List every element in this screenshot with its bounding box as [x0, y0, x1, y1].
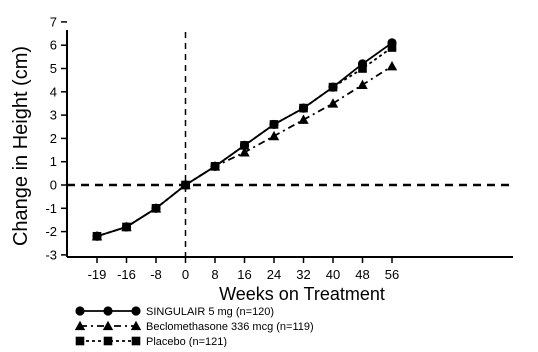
y-axis-title: Change in Height (cm)	[10, 46, 32, 246]
data-point-square	[387, 43, 397, 52]
x-tick-label: 48	[355, 267, 369, 282]
series-line	[96, 42, 393, 238]
data-point-square	[181, 180, 190, 190]
legend-marker-square	[75, 336, 85, 346]
x-tick-label: 40	[326, 267, 340, 282]
x-tick-label: -16	[117, 267, 136, 282]
data-point-triangle	[386, 60, 398, 71]
legend-label: SINGULAIR 5 mg (n=120)	[146, 306, 274, 318]
x-tick-label: 0	[182, 267, 189, 282]
data-point-triangle	[268, 130, 280, 141]
y-tick-label: 5	[50, 61, 57, 76]
data-point-triangle	[239, 147, 250, 157]
data-point-square	[122, 222, 131, 232]
x-tick-label: -8	[150, 267, 162, 282]
legend-marker-triangle	[130, 320, 142, 331]
legend-label: Placebo (n=121)	[146, 336, 227, 347]
series-circle	[92, 38, 397, 241]
data-point-square	[299, 103, 308, 113]
legend-marker-circle	[103, 306, 113, 316]
y-tick-label: -1	[45, 201, 57, 216]
legend-marker-square	[103, 336, 113, 346]
series-triangle	[91, 60, 398, 241]
data-point-square	[92, 231, 102, 241]
y-tick-label: 2	[50, 131, 57, 146]
y-tick-group: -3 -2 -1 0 1 2 3 4 5 6 7	[45, 14, 67, 262]
x-tick-label: 56	[385, 267, 399, 282]
legend-marker-square	[131, 336, 141, 346]
y-tick-label: 0	[50, 178, 57, 193]
data-point-square	[240, 141, 249, 150]
y-tick-label: 6	[50, 38, 57, 53]
legend: SINGULAIR 5 mg (n=120) Beclomethasone 336…	[74, 306, 314, 348]
data-point-triangle	[327, 98, 339, 108]
legend-marker-triangle	[74, 320, 86, 331]
x-tick-label: 32	[296, 267, 310, 282]
x-tick-label: 24	[267, 267, 281, 282]
y-tick-label: 4	[50, 84, 57, 99]
y-tick-label: 3	[50, 108, 57, 123]
data-point-square	[269, 120, 279, 129]
y-tick-label: 7	[50, 14, 57, 29]
legend-marker-triangle	[102, 320, 114, 331]
x-tick-group: -19 -16 -8 0 8 16 24 32 40 48 56	[88, 257, 399, 282]
series-square	[92, 43, 397, 241]
data-point-square	[328, 82, 338, 92]
reference-lines	[67, 32, 513, 257]
x-tick-label: 8	[211, 267, 218, 282]
y-tick-label: -3	[45, 247, 57, 262]
y-tick-label: -2	[45, 224, 57, 239]
x-tick-label: -19	[88, 267, 107, 282]
legend-label: Beclomethasone 336 mcg (n=119)	[146, 321, 314, 333]
data-point-triangle	[357, 79, 368, 89]
series-layer	[91, 38, 398, 241]
data-point-square	[358, 64, 367, 73]
legend-marker-circle	[75, 306, 85, 316]
data-point-triangle	[298, 114, 309, 124]
legend-entry: Placebo (n=121)	[75, 336, 227, 348]
legend-marker-circle	[131, 306, 141, 316]
x-axis-title: Weeks on Treatment	[219, 284, 385, 304]
legend-entry: SINGULAIR 5 mg (n=120)	[75, 306, 274, 318]
data-point-square	[210, 162, 220, 171]
data-point-square	[151, 204, 161, 213]
legend-entry: Beclomethasone 336 mcg (n=119)	[74, 320, 314, 333]
y-tick-label: 1	[50, 154, 57, 169]
x-tick-label: 16	[237, 267, 251, 282]
